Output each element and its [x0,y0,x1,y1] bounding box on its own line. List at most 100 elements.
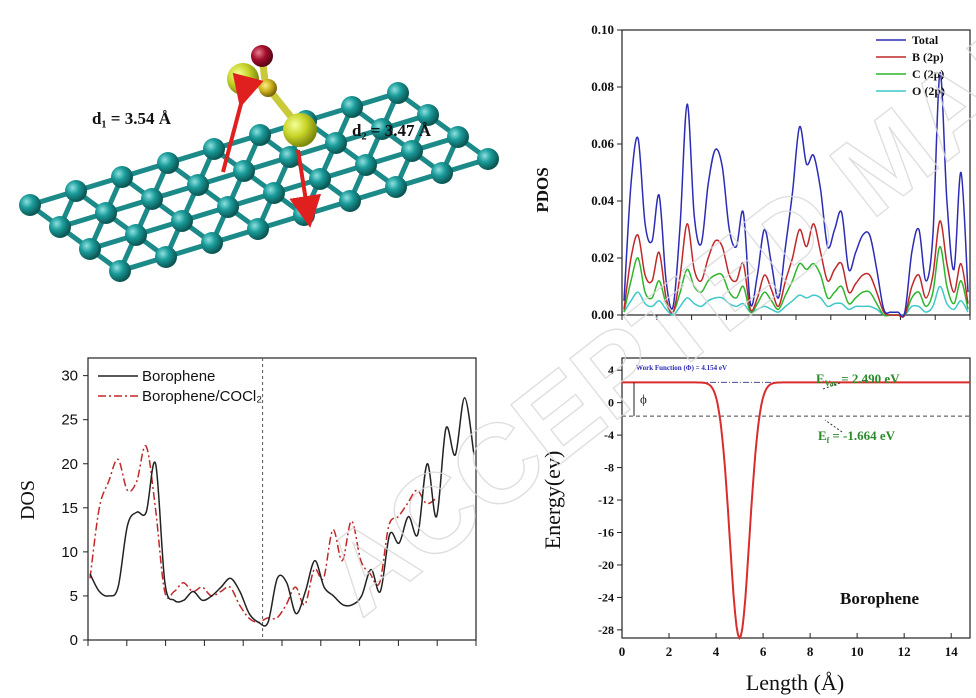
wf-y-axis-label: Energy(ev) [540,451,565,550]
wf-y-tick-label: 0 [608,396,614,410]
wf-plot-frame [621,357,971,639]
wf-x-tick-label: 12 [898,644,911,659]
wf-x-tick-label: 2 [666,644,673,659]
borophene-lattice-atoms [19,82,499,282]
dos-y-tick-label: 0 [70,632,78,649]
pdos-legend-label: O (2p) [912,84,945,98]
boron-atom [141,188,163,210]
wf-ef-pointer [824,419,843,433]
wf-evac-value: = 2.490 eV [841,371,900,386]
wf-y-tick-label: 4 [608,363,614,377]
wf-evac-pointer [822,382,841,390]
dos-y-axis-label: DOS [17,480,39,520]
boron-atom [187,174,209,196]
wf-y-tick-label: -8 [604,461,614,475]
molecule-panel: d₁ = 3.54 Å d₂ = 3.47 Å [19,45,499,282]
pdos-y-tick-label: 0.00 [591,307,614,322]
boron-atom [249,124,271,146]
wf-x-tick-label: 10 [851,644,864,659]
dos-series-line [89,396,475,627]
boron-atom [19,194,41,216]
wf-potential-curve [622,381,970,641]
dos-y-tick-label: 5 [70,588,78,605]
wf-x-tick-label: 4 [713,644,720,659]
carbon-atom [259,79,277,97]
boron-atom [155,246,177,268]
boron-atom [447,126,469,148]
pdos-y-tick-label: 0.10 [591,22,614,37]
dos-y-tick-label: 25 [61,412,78,429]
boron-atom [431,162,453,184]
pdos-series-line [623,285,969,317]
boron-atom [387,82,409,104]
dos-y-tick-label: 10 [61,544,78,561]
wf-x-tick-label: 14 [945,644,959,659]
pdos-series-line [623,72,969,318]
boron-atom [65,180,87,202]
wf-y-tick-label: -16 [598,525,614,539]
dos-x-ticks [87,640,477,646]
boron-atom [385,176,407,198]
boron-atom [339,190,361,212]
dos-y-ticks: 0 5 10 15 20 25 30 [61,368,88,649]
pdos-y-tick-label: 0.02 [591,250,614,265]
wf-ef-subscript: f [827,436,830,445]
dos-y-tick-label: 30 [61,368,78,385]
wf-work-function-annotation: Work Function (Φ) = 4.154 eV [636,364,727,372]
oxygen-atom [251,45,273,67]
boron-atom [111,166,133,188]
pdos-legend-label: C (2p) [912,67,944,81]
dos-chart: 0 5 10 15 20 25 30 DOS Borophene Borophene/COCl… [17,357,477,649]
boron-atom [233,160,255,182]
wf-ef-symbol: E [818,428,827,443]
pdos-legend: Total B (2p) C (2p) O (2p) [876,33,945,98]
pdos-legend-label: B (2p) [912,50,944,64]
distance-arrow-d2 [289,149,322,228]
pdos-legend-label: Total [912,33,939,47]
pdos-chart: 0.00 0.02 0.04 0.06 0.08 0.10 PDOS Total B (2p… [533,22,971,322]
dos-legend-label: Borophene [142,368,215,385]
boron-atom [355,154,377,176]
boron-atom [247,218,269,240]
boron-atom [49,216,71,238]
boron-atom [293,204,315,226]
wf-evac-annotation: EVac = 2.490 eV [816,371,900,388]
wf-ef-value: = -1.664 eV [832,428,895,443]
wf-y-tick-label: -12 [598,493,614,507]
boron-atom [263,182,285,204]
wf-phi-symbol: ϕ [640,391,647,406]
pdos-y-axis-label: PDOS [533,167,552,212]
wf-x-tick-label: 6 [760,644,767,659]
wf-ef-annotation: Ef = -1.664 eV [818,428,896,445]
wf-x-tick-label: 0 [619,644,626,659]
dos-y-tick-label: 15 [61,500,78,517]
pdos-series-group [623,72,969,318]
pdos-y-ticks: 0.00 0.02 0.04 0.06 0.08 0.10 [591,22,971,322]
d2-label: d₂ = 3.47 Å [352,121,432,140]
chlorine-atom-1 [227,63,259,95]
pdos-series-line [623,245,969,318]
pdos-y-tick-label: 0.04 [591,193,614,208]
wf-title: Borophene [840,589,919,608]
dos-legend-label: Borophene/COCl₂ [142,388,262,405]
wf-y-tick-label: -24 [598,590,614,604]
pdos-y-tick-label: 0.06 [591,136,614,151]
boron-atom [417,104,439,126]
boron-atom [325,132,347,154]
dos-legend: Borophene Borophene/COCl₂ [98,368,262,405]
wf-x-tick-label: 8 [807,644,814,659]
boron-atom [217,196,239,218]
work-function-chart: 4 0 -4 -8 -12 -16 -20 -24 -28 0 2 4 6 8 10 12 14 ϕ Work… [540,357,971,695]
boron-atom [401,140,423,162]
boron-atom [477,148,499,170]
boron-atom [157,152,179,174]
boron-atom [341,96,363,118]
boron-atom [109,260,131,282]
boron-atom [79,238,101,260]
boron-atom [309,168,331,190]
wf-y-tick-label: -20 [598,558,614,572]
wf-evac-subscript: Vac [825,379,838,388]
wf-evac-symbol: E [816,371,825,386]
dos-y-tick-label: 20 [61,456,78,473]
